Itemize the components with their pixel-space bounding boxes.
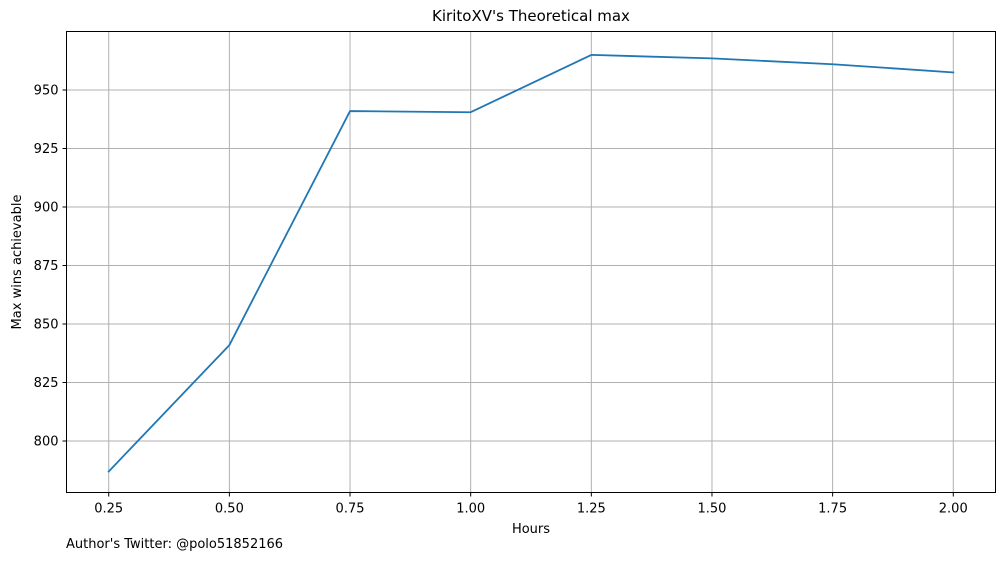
author-credit: Author's Twitter: @polo51852166 [66,537,284,552]
y-tick-label: 825 [34,376,59,391]
axis-ticks: 0.25 0.50 0.75 1.00 1.25 1.50 1.75 2.00 800 825 85… [34,84,968,517]
plot-frame [66,31,996,493]
chart-title: KiritoXV's Theoretical max [432,7,630,25]
x-tick-label: 0.25 [94,502,123,517]
x-tick-label: 1.25 [577,502,606,517]
grid-lines [66,31,996,493]
y-tick-label: 900 [34,201,59,216]
x-tick-label: 1.00 [456,502,485,517]
y-tick-label: 950 [34,84,59,99]
series-line [107,54,955,473]
series-group [107,54,955,473]
x-axis-label: Hours [512,522,550,537]
y-tick-label: 850 [34,318,59,333]
x-tick-label: 0.75 [336,502,365,517]
x-tick-label: 2.00 [939,502,968,517]
x-tick-label: 1.50 [697,502,726,517]
y-tick-label: 925 [34,142,59,157]
x-tick-label: 1.75 [818,502,847,517]
y-tick-label: 800 [34,435,59,450]
x-tick-label: 0.50 [215,502,244,517]
y-axis-label: Max wins achievable [10,195,25,330]
y-tick-label: 875 [34,259,59,274]
